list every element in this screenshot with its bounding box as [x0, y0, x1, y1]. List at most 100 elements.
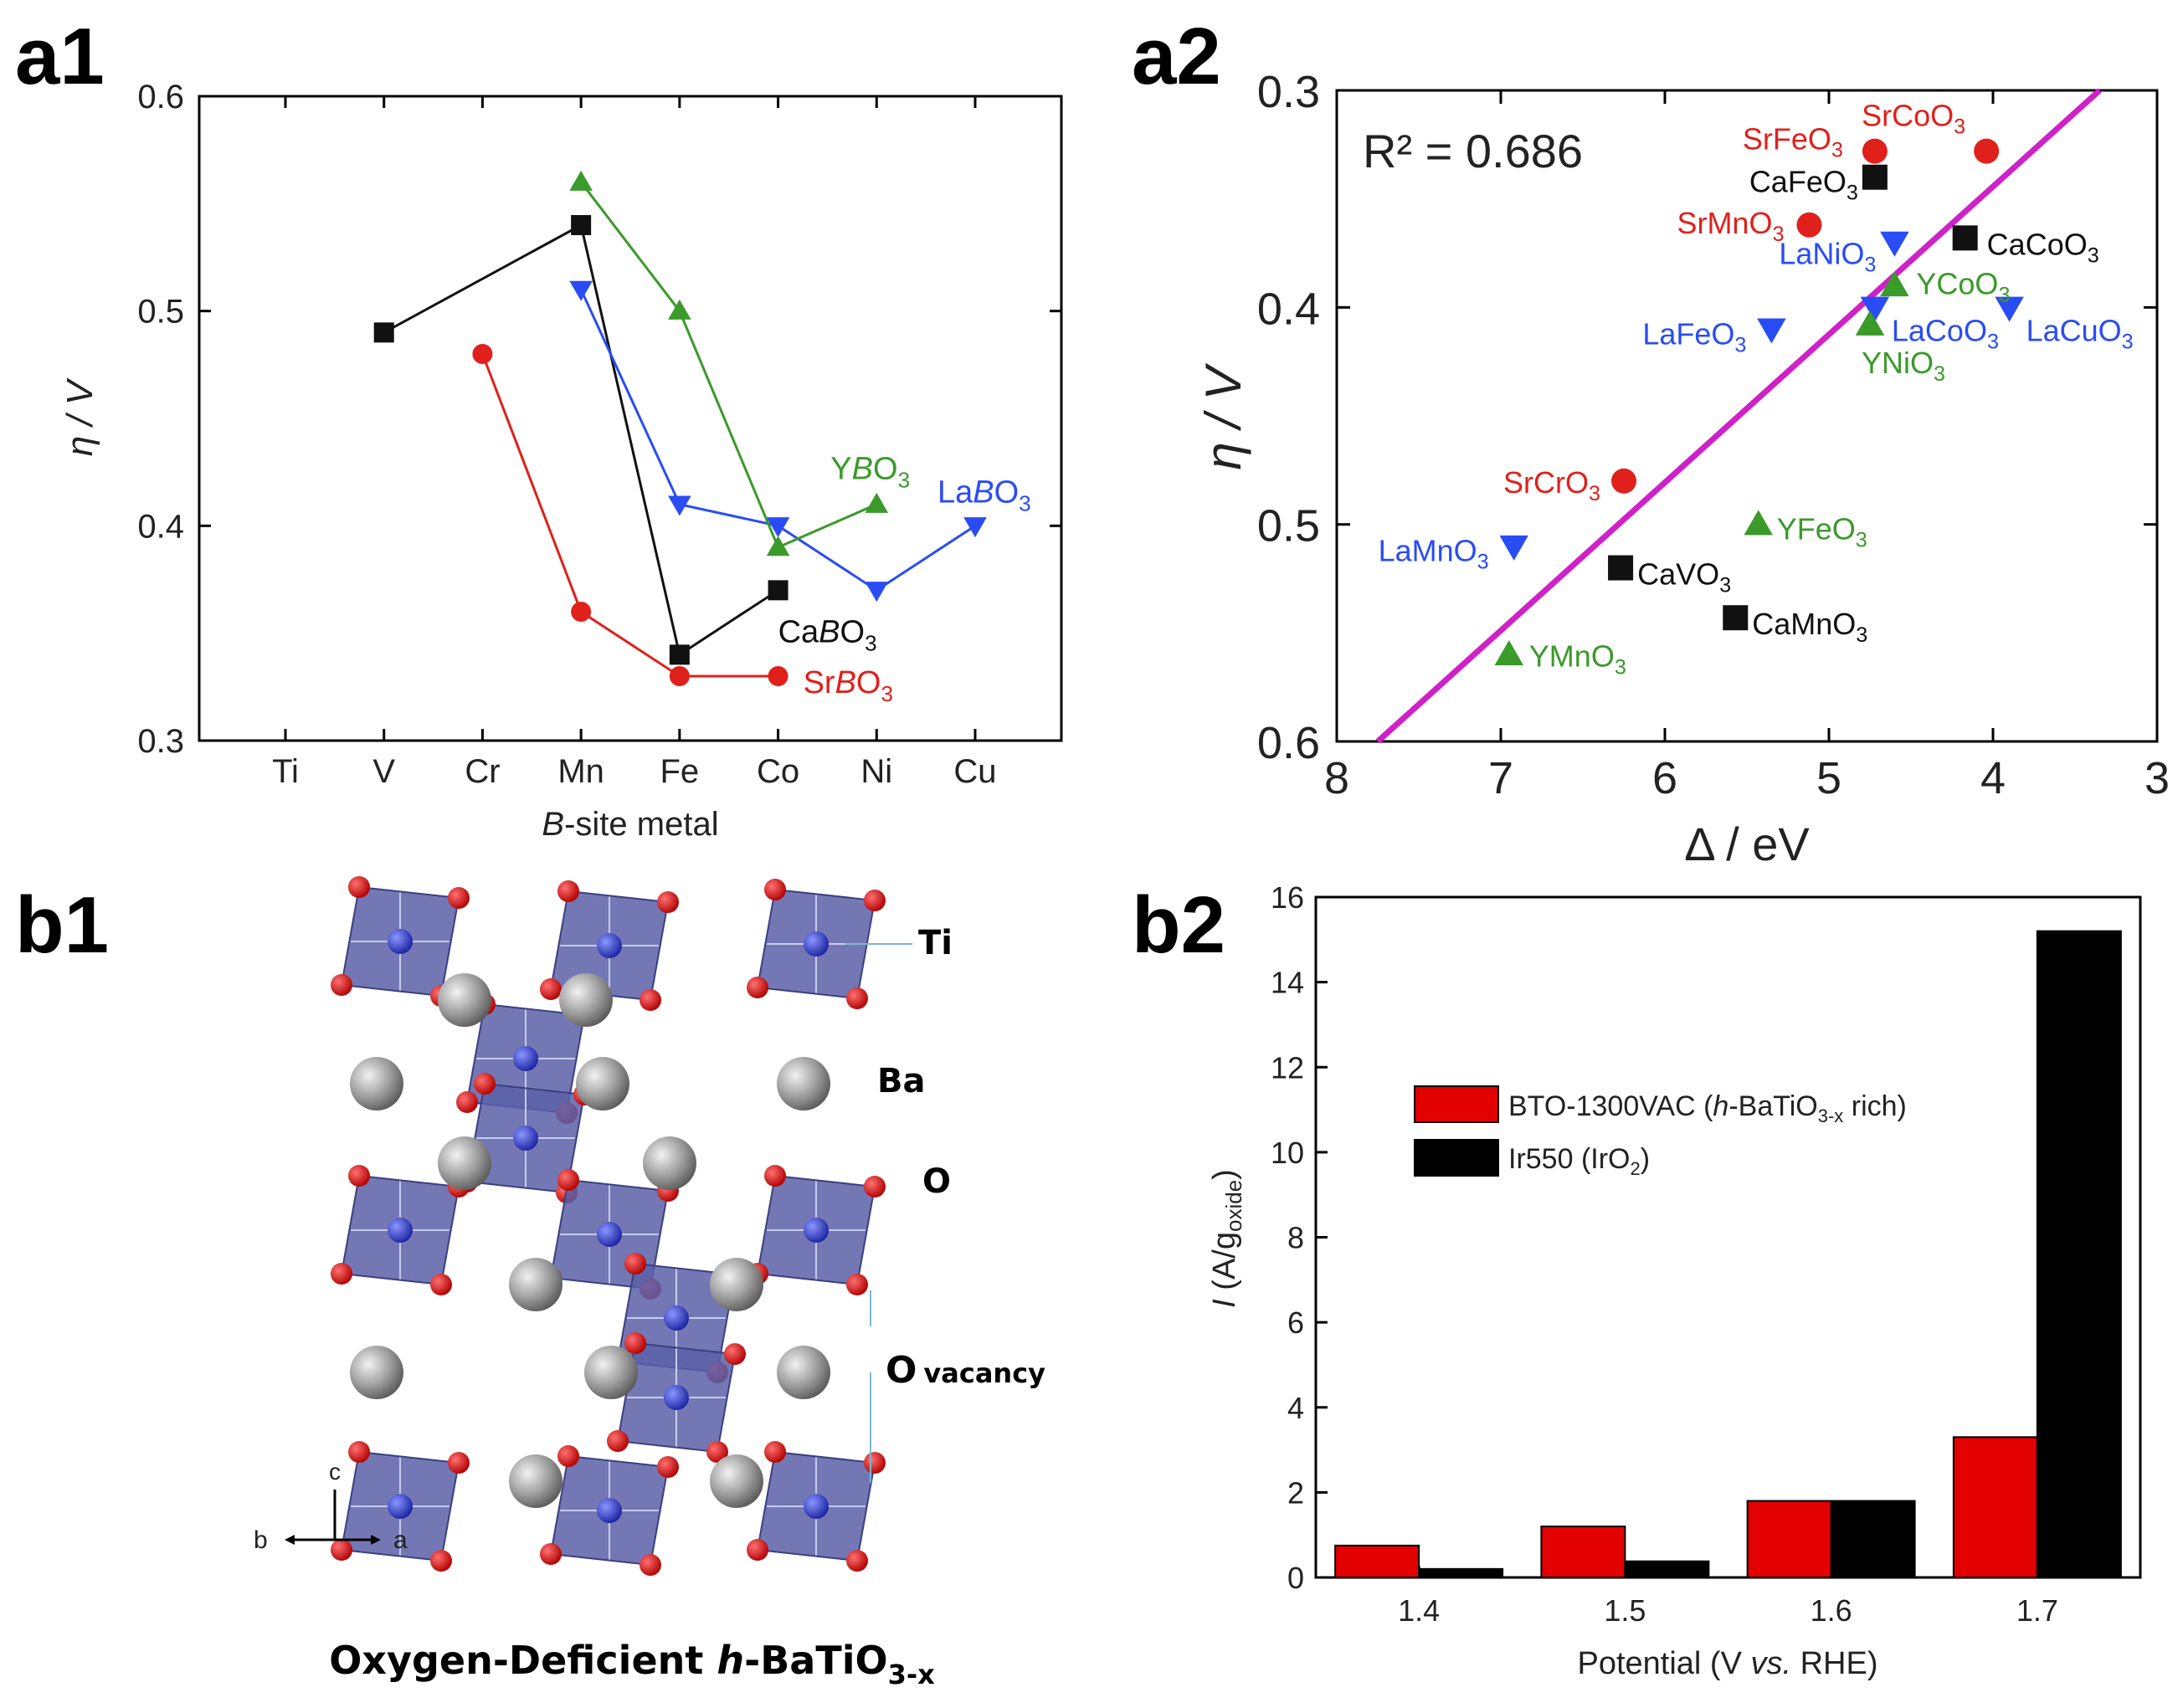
a1-ylabel: η / V [59, 377, 100, 456]
tio6-octahedron-1-o-atom-2 [639, 989, 661, 1011]
a2-xlabel: Δ / eV [1684, 818, 1810, 870]
a1-point-CaBO3-Co [768, 580, 788, 601]
ba-atom-6 [643, 1136, 696, 1190]
b2-xlabel-suffix: RHE) [1791, 1646, 1877, 1681]
a2-xtick-label: 7 [1488, 753, 1513, 803]
a2-point-label-YMnO3-main: YMnO [1529, 639, 1615, 673]
a2-point-label-LaFeO3: LaFeO3 [1642, 316, 1746, 356]
a1-series-label-o: O [840, 614, 865, 649]
ba-atom-13 [710, 1454, 763, 1508]
b2-ylabel: I (A/goxide) [1207, 1169, 1246, 1308]
a2-ylabel: η / V [1195, 362, 1251, 469]
a1-xtick-label: V [372, 753, 395, 790]
b2-bar-Ir550-1.5 [1624, 1560, 1710, 1579]
a2-point-label-CaVO3: CaVO3 [1637, 557, 1731, 598]
a2-point-label-YMnO3-sub: 3 [1615, 655, 1626, 679]
tio6-octahedron-5-o-atom-3 [331, 1263, 352, 1285]
b2-bar-BTO-1300VAC-1.5 [1540, 1526, 1626, 1579]
a2-point-label-SrMnO3: SrMnO3 [1677, 206, 1784, 246]
a2-point-label-SrCrO3-main: SrCrO [1503, 465, 1589, 500]
ba-atom-11 [777, 1346, 830, 1399]
b2-ytick-label: 12 [1271, 1050, 1304, 1085]
tio6-octahedron-12-o-atom-3 [747, 1539, 768, 1561]
b2-ytick-label: 4 [1287, 1391, 1304, 1425]
b2-bar-BTO-1300VAC-1.6 [1746, 1500, 1832, 1578]
tio6-octahedron-9-o-atom-3 [607, 1430, 629, 1452]
a2-point-CaMnO3 [1723, 605, 1749, 631]
a2-point-label-SrFeO3-sub: 3 [1831, 139, 1843, 162]
a2-point-LaFeO3 [1757, 318, 1786, 344]
a2-point-label-YNiO3: YNiO3 [1862, 346, 1945, 386]
tio6-octahedron-8-o-atom-0 [624, 1253, 646, 1275]
tio6-octahedron-2-o-atom-2 [846, 987, 868, 1009]
a1-point-SrBO3-Fe [669, 666, 690, 686]
a1-series-label-sub: 3 [865, 630, 876, 655]
axis-b-label: b [254, 1526, 268, 1554]
b2-bar-BTO-1300VAC-1.7 [1952, 1436, 2038, 1578]
a1-xlabel-italic: B [542, 806, 564, 843]
a1-point-CaBO3-V [373, 322, 394, 343]
tio6-octahedron-0-o-atom-3 [331, 974, 352, 996]
a2-point-SrCrO3 [1611, 468, 1636, 494]
a1-xtick-label: Mn [557, 753, 604, 790]
label-ba: Ba [877, 1062, 925, 1100]
a2-point-label-LaFeO3-sub: 3 [1734, 333, 1746, 356]
axis-b-head [285, 1535, 295, 1545]
a1-point-LaBO3-Ni [865, 582, 889, 603]
a2-point-label-CaMnO3-sub: 3 [1856, 623, 1867, 647]
a1-line-YBO3 [579, 181, 877, 549]
a1-xtick-label: Ni [860, 753, 892, 790]
tio6-octahedron-2-ti-atom [804, 931, 829, 957]
tio6-octahedron-5-ti-atom [388, 1218, 413, 1243]
a1-xtick-label: Co [757, 753, 799, 790]
tio6-octahedron-11-ti-atom [597, 1498, 622, 1523]
b2-legend: BTO-1300VAC (h-BaTiO3-x rich) Ir550 (IrO… [1414, 1085, 1907, 1179]
label-o: O [922, 1162, 951, 1201]
a1-series-label-prefix: La [937, 474, 973, 510]
a1-series-label-o: O [994, 474, 1020, 510]
tio6-octahedron-1-o-atom-3 [540, 978, 562, 1000]
a1-series-label-b: B [819, 614, 840, 649]
tio6-octahedron-12-o-atom-0 [764, 1441, 786, 1463]
axis-a-head [371, 1535, 381, 1545]
tio6-octahedron-12 [747, 1441, 886, 1572]
ba-atom-12 [509, 1454, 562, 1508]
tio6-octahedron-10-o-atom-0 [348, 1441, 370, 1463]
panel-label-a2: a2 [1132, 12, 1221, 101]
a2-point-label-YFeO3-sub: 3 [1856, 529, 1867, 552]
a2-point-label-CaFeO3: CaFeO3 [1749, 165, 1858, 205]
tio6-octahedron-5 [331, 1165, 470, 1295]
tio6-octahedron-7-o-atom-1 [864, 1176, 886, 1198]
a1-point-LaBO3-Cu [963, 517, 987, 538]
a2-point-label-LaMnO3-main: LaMnO [1379, 534, 1477, 568]
b2-ylabel-rest: (A/g [1207, 1232, 1242, 1299]
a1-series-label-sub: 3 [1019, 490, 1030, 515]
tio6-octahedron-10 [331, 1441, 470, 1572]
a2-point-label-LaCuO3: LaCuO3 [2026, 313, 2134, 353]
tio6-octahedron-5-o-atom-2 [430, 1274, 452, 1295]
chart-a2: 8 7 6 5 4 30.30.40.50.6 SrFeO3SrCoO3CaFeO3SrM… [1195, 67, 2170, 870]
a1-point-YBO3-Co [766, 536, 790, 557]
tio6-octahedron-7-o-atom-2 [846, 1274, 868, 1295]
a2-point-label-SrCoO3-sub: 3 [1954, 115, 1965, 139]
a2-point-label-CaVO3-main: CaVO [1637, 557, 1719, 592]
a2-xtick-label: 6 [1652, 753, 1677, 803]
b2-bar-Ir550-1.6 [1830, 1500, 1916, 1578]
a2-point-label-SrCoO3-main: SrCoO [1862, 99, 1954, 133]
a2-point-label-CaMnO3-main: CaMnO [1752, 607, 1856, 641]
a2-point-label-YCoO3: YCoO3 [1916, 266, 2010, 306]
legend-bto-italic: h [1713, 1090, 1728, 1122]
a2-point-label-CaFeO3-sub: 3 [1847, 182, 1858, 205]
tio6-octahedron-12-o-atom-2 [846, 1550, 868, 1572]
chart-b2: 0 2 4 6 8 10 12 14 16 1.4 1.5 1.6 1.7 BTO-1300VAC (h… [1207, 880, 2142, 1681]
a2-point-label-YCoO3-sub: 3 [1998, 283, 2010, 306]
a1-series-label-sub: 3 [881, 681, 892, 706]
a1-xtick-label: Ti [272, 753, 299, 790]
a2-point-SrMnO3 [1796, 212, 1822, 238]
tio6-octahedron-9-o-atom-2 [706, 1441, 728, 1463]
legend-bto-sub: 3-x [1818, 1105, 1844, 1126]
b2-ytick-label: 6 [1287, 1305, 1304, 1340]
a2-point-label-LaCoO3-main: LaCoO [1892, 313, 1987, 347]
panel-label-a1: a1 [15, 12, 105, 101]
a2-point-label-LaMnO3-sub: 3 [1477, 551, 1489, 574]
